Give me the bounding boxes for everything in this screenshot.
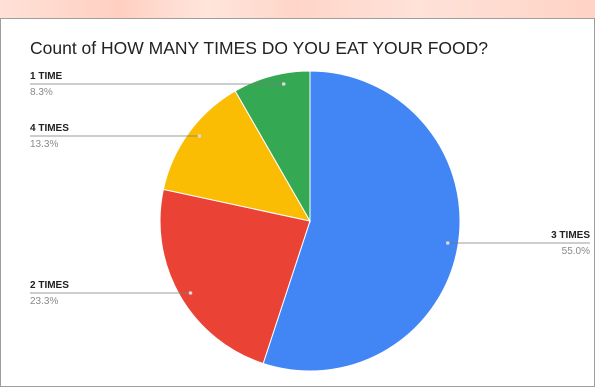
pie-slices [159, 70, 461, 372]
pie-callouts: 3 TIMES 55.0% 2 TIMES 23.3% 4 TIMES 13.3% 1 TI… [30, 71, 590, 307]
slice-percent-4-times: 13.3% [30, 139, 58, 150]
pie-slice-1-time [234, 70, 311, 223]
top-banner-strip [0, 0, 595, 20]
chart-title: Count of HOW MANY TIMES DO YOU EAT YOUR … [30, 38, 488, 58]
slice-percent-3-times: 55.0% [562, 246, 590, 257]
callout-dot-4-times [197, 134, 202, 138]
slice-percent-2-times: 23.3% [30, 296, 58, 307]
slice-label-4-times: 4 TIMES [30, 123, 69, 134]
callout-dot-3-times [445, 241, 450, 245]
slice-label-3-times: 3 TIMES [551, 230, 590, 241]
slice-label-1-time: 1 TIME [30, 71, 63, 82]
slice-label-2-times: 2 TIMES [30, 280, 69, 291]
slice-percent-1-time: 8.3% [30, 87, 53, 98]
pie-slice-3-times [262, 70, 461, 372]
pie-slice-4-times [162, 90, 311, 222]
callout-dot-2-times [188, 291, 193, 295]
pie-slice-2-times [159, 188, 311, 365]
callout-dot-1-time [281, 82, 286, 86]
